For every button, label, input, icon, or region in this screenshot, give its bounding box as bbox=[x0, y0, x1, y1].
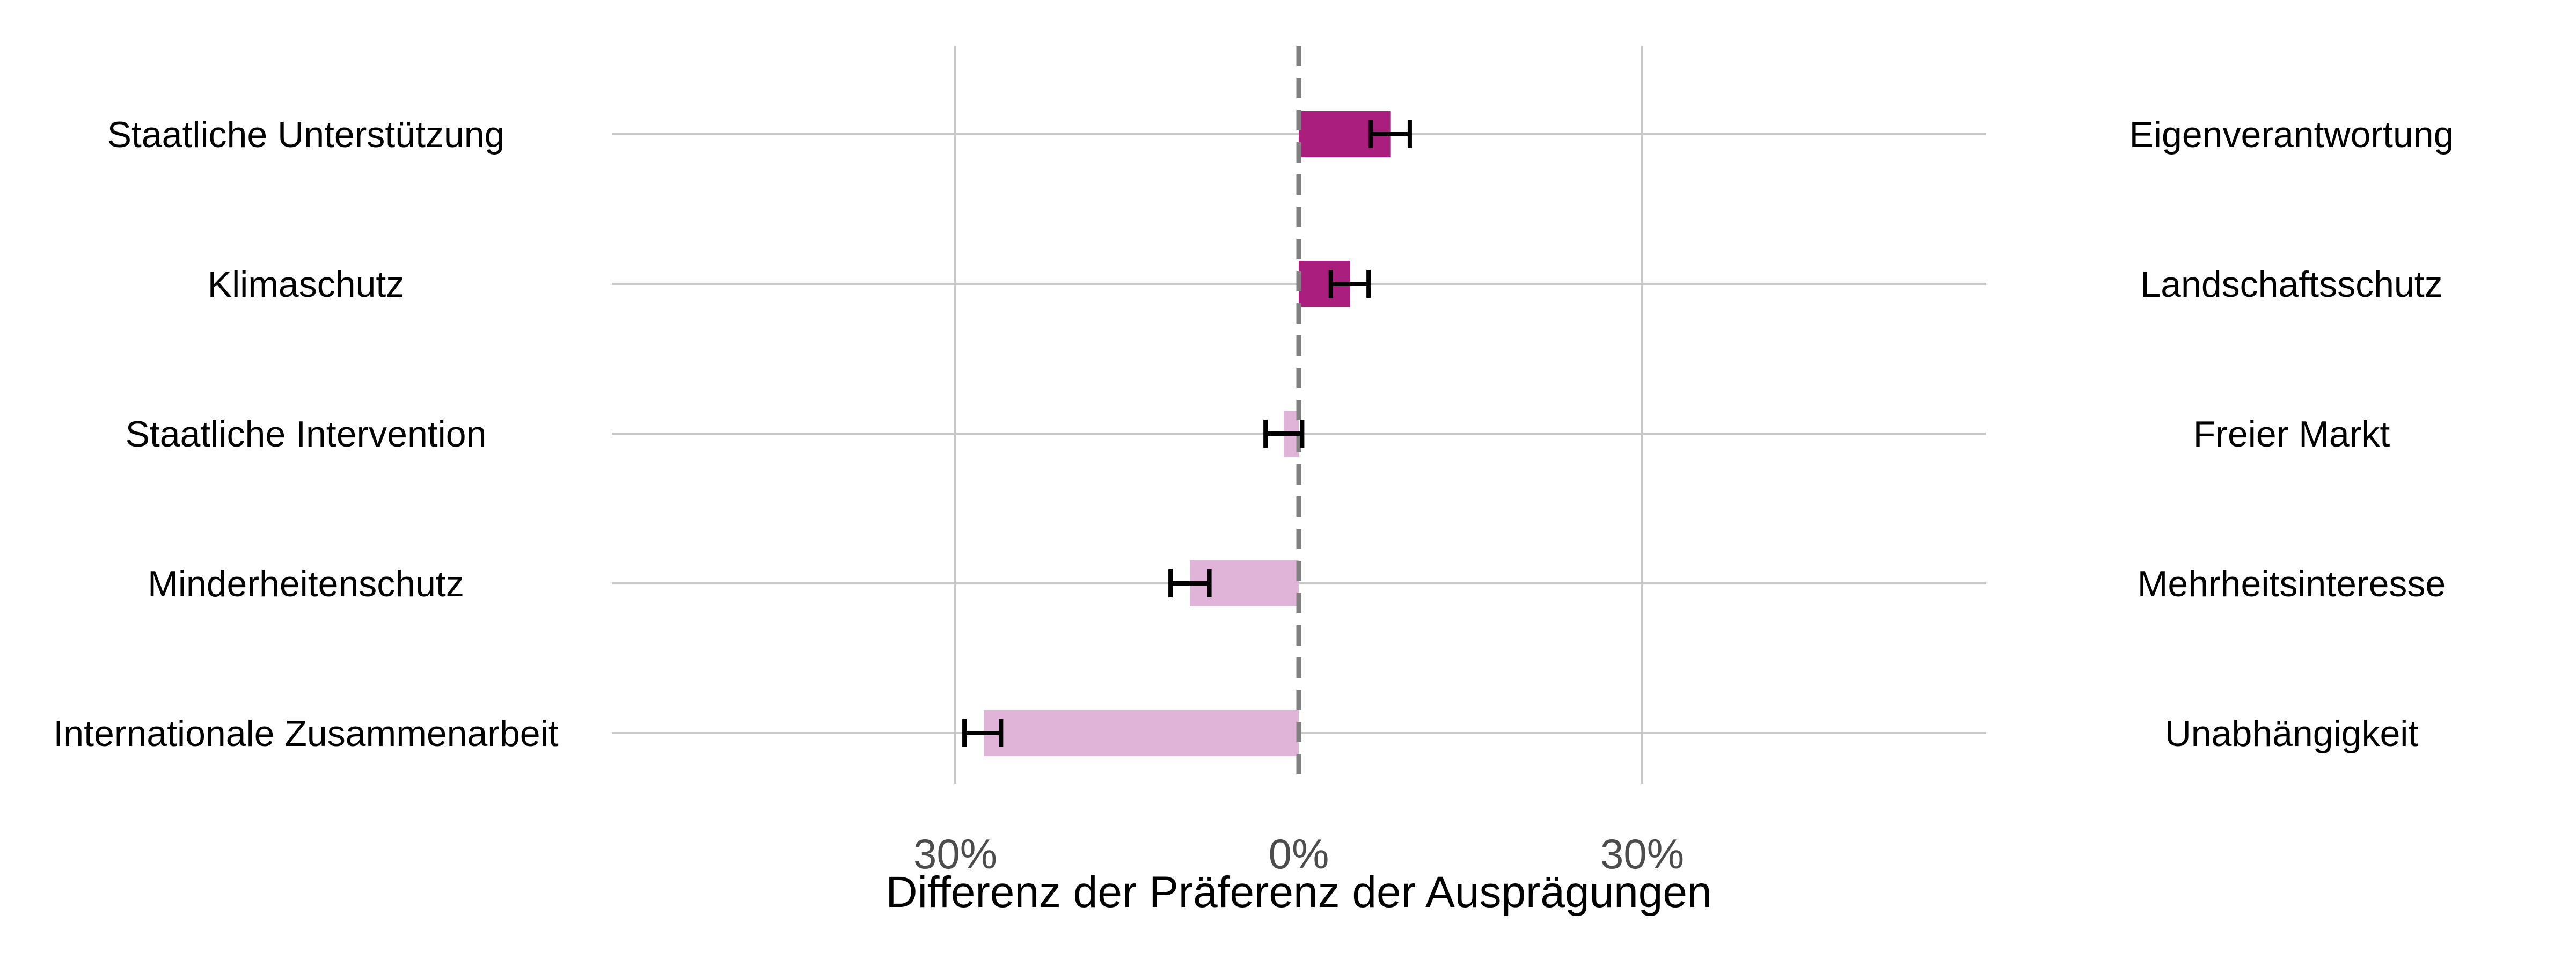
right-row-label: Landschaftsschutz bbox=[2140, 264, 2442, 305]
right-row-label: Freier Markt bbox=[2193, 414, 2390, 455]
left-row-label: Minderheitenschutz bbox=[148, 564, 464, 604]
left-row-label: Staatliche Intervention bbox=[126, 414, 487, 455]
right-row-label: Unabhängigkeit bbox=[2165, 713, 2419, 754]
left-row-label: Staatliche Unterstützung bbox=[107, 114, 505, 155]
x-axis-title: Differenz der Präferenz der Ausprägungen bbox=[885, 868, 1711, 917]
row-labels: Staatliche Unterstützung Eigenverantwortu… bbox=[53, 114, 2454, 754]
right-row-label: Eigenverantwortung bbox=[2129, 114, 2454, 155]
left-row-label: Klimaschutz bbox=[208, 264, 405, 305]
x-tick-label: 30% bbox=[1600, 830, 1684, 877]
left-row-label: Internationale Zusammenarbeit bbox=[53, 713, 558, 754]
right-row-label: Mehrheitsinteresse bbox=[2138, 564, 2446, 604]
error-bars bbox=[962, 120, 1412, 747]
bar bbox=[984, 710, 1299, 756]
x-tick-labels: 30% 0% 30% bbox=[913, 830, 1684, 877]
x-tick-label: 0% bbox=[1269, 830, 1329, 877]
x-tick-label: 30% bbox=[913, 830, 997, 877]
